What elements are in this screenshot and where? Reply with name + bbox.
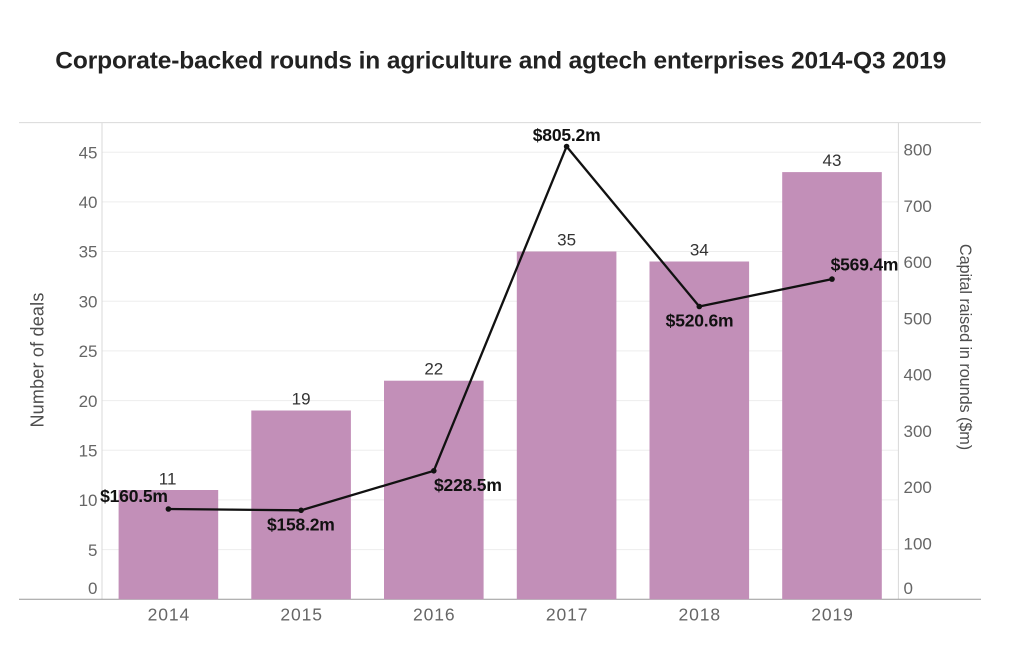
svg-text:100: 100 — [904, 534, 932, 553]
svg-text:400: 400 — [904, 366, 932, 385]
svg-text:34: 34 — [690, 241, 709, 260]
svg-text:2015: 2015 — [280, 604, 323, 624]
svg-text:43: 43 — [823, 151, 842, 170]
svg-text:600: 600 — [904, 253, 932, 272]
svg-text:20: 20 — [79, 392, 98, 411]
svg-text:Capital raised in rounds ($m): Capital raised in rounds ($m) — [956, 244, 974, 450]
svg-text:800: 800 — [904, 141, 932, 160]
svg-text:2017: 2017 — [546, 604, 589, 624]
svg-text:0: 0 — [904, 579, 913, 598]
svg-text:200: 200 — [904, 478, 932, 497]
svg-text:19: 19 — [292, 390, 311, 409]
svg-text:5: 5 — [88, 541, 97, 560]
svg-text:$569.4m: $569.4m — [831, 255, 899, 275]
svg-text:30: 30 — [79, 292, 98, 311]
svg-text:2014: 2014 — [148, 604, 191, 624]
svg-text:500: 500 — [904, 309, 932, 328]
svg-text:35: 35 — [79, 243, 98, 262]
svg-text:700: 700 — [904, 197, 932, 216]
svg-text:2019: 2019 — [811, 604, 854, 624]
svg-text:300: 300 — [904, 422, 932, 441]
svg-text:15: 15 — [79, 442, 98, 461]
svg-text:$805.2m: $805.2m — [533, 125, 601, 145]
svg-text:$228.5m: $228.5m — [434, 475, 502, 495]
svg-text:2018: 2018 — [679, 604, 722, 624]
svg-text:0: 0 — [88, 579, 97, 598]
svg-text:11: 11 — [159, 469, 177, 488]
svg-text:10: 10 — [79, 491, 98, 510]
svg-text:22: 22 — [424, 360, 443, 379]
svg-text:$160.5m: $160.5m — [100, 486, 168, 506]
svg-text:2016: 2016 — [413, 604, 456, 624]
svg-text:45: 45 — [79, 143, 98, 162]
svg-text:$158.2m: $158.2m — [267, 515, 335, 535]
svg-text:$520.6m: $520.6m — [666, 311, 734, 331]
svg-text:40: 40 — [79, 193, 98, 212]
svg-text:35: 35 — [557, 231, 576, 250]
svg-text:Corporate-backed rounds in agr: Corporate-backed rounds in agriculture a… — [55, 48, 946, 75]
svg-text:25: 25 — [79, 342, 98, 361]
svg-text:Number of deals: Number of deals — [28, 292, 48, 427]
